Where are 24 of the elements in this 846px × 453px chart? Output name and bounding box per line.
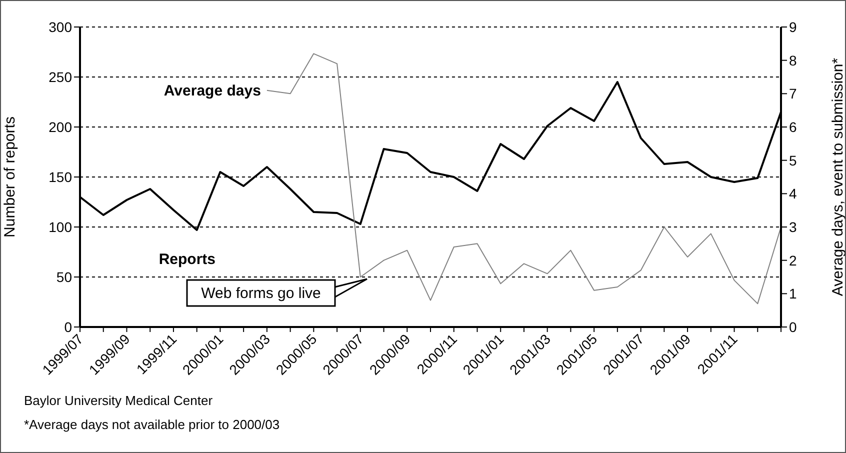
y-tick-label: 50 <box>56 268 72 285</box>
y2-tick-label: 4 <box>789 186 797 202</box>
y2-tick-label: 2 <box>789 252 797 268</box>
y-tick-label: 300 <box>48 18 72 35</box>
y-axis-title: Number of reports <box>1 116 18 238</box>
y-tick-label: 200 <box>48 118 72 135</box>
y2-tick-label: 8 <box>789 52 797 68</box>
text: Baylor University Medical Center <box>24 393 213 408</box>
series-label: Reports <box>158 251 216 268</box>
y2-tick-label: 3 <box>789 218 797 235</box>
y2-tick-label: 9 <box>789 18 797 35</box>
y-tick-label: 100 <box>48 218 72 235</box>
y-tick-label: 150 <box>48 168 72 185</box>
y2-tick-label: 7 <box>789 86 797 102</box>
series-label: Average days <box>164 82 261 100</box>
y-tick-label: 0 <box>64 318 72 335</box>
y-tick-label: 250 <box>48 68 72 85</box>
y2-tick-label: 6 <box>789 118 797 135</box>
text: *Average days not available prior to 2000/03 <box>24 417 280 432</box>
annotation: Web forms go live <box>201 285 321 302</box>
y2-tick-label: 0 <box>789 318 797 335</box>
y2-tick-label: 5 <box>789 152 797 168</box>
y2-axis-title: Average days, event to submission* <box>829 58 846 296</box>
y2-tick-label: 1 <box>789 286 797 302</box>
